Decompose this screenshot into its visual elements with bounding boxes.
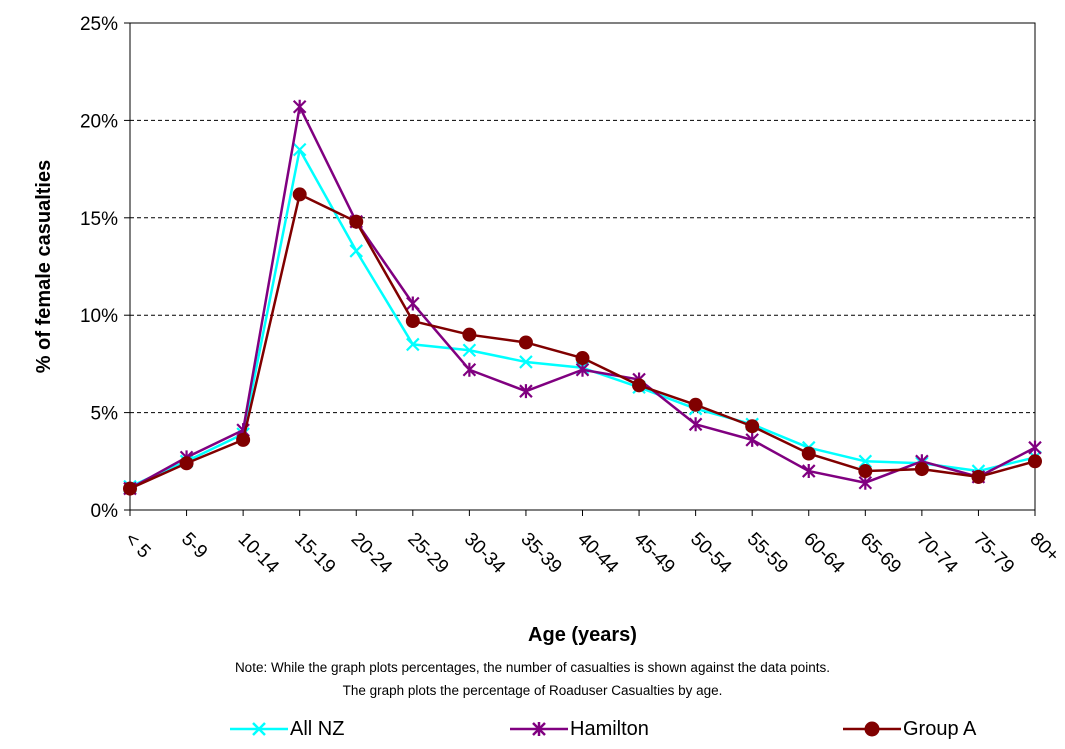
data-point-group-a [745, 419, 760, 434]
legend-label-hamilton: Hamilton [570, 717, 649, 740]
data-point-hamilton [292, 99, 307, 114]
x-tick-label: 10-14 [234, 529, 284, 579]
x-tick-label: 70-74 [912, 529, 962, 579]
data-point-all-nz [292, 142, 307, 157]
data-point-all-nz [462, 343, 477, 358]
data-point-group-a [349, 214, 364, 229]
data-point-group-a [123, 481, 137, 496]
x-tick-label: 15-19 [290, 529, 339, 578]
legend-marker-all-nz [230, 722, 288, 736]
x-tick-label: 20-24 [347, 529, 397, 579]
data-point-group-a [801, 446, 816, 461]
x-tick-label: 40-44 [573, 529, 623, 579]
x-tick-label: 55-59 [743, 529, 792, 578]
data-point-hamilton [688, 417, 703, 432]
legend-label-group-a: Group A [903, 717, 977, 740]
data-point-hamilton [519, 384, 533, 399]
series-line-hamilton [129, 105, 1036, 490]
data-point-group-a [179, 456, 194, 471]
data-point-group-a [632, 378, 647, 393]
data-point-hamilton [858, 475, 873, 490]
x-tick-label: 80+ [1025, 529, 1063, 567]
data-point-hamilton [1028, 440, 1042, 455]
data-point-hamilton [462, 362, 477, 377]
y-tick-label: 5% [91, 404, 119, 425]
data-point-hamilton [745, 432, 759, 447]
series-line-all-nz [129, 148, 1036, 488]
data-point-group-a [236, 432, 251, 447]
data-point-all-nz [349, 244, 364, 258]
data-point-group-a [914, 462, 929, 477]
data-point-hamilton [406, 296, 420, 311]
data-point-group-a [462, 327, 477, 342]
note-line-1: Note: While the graph plots percentages,… [234, 660, 831, 675]
x-tick-label: 35-39 [516, 529, 565, 578]
data-point-all-nz [519, 355, 533, 369]
data-point-group-a [518, 335, 533, 350]
y-tick-label: 0% [91, 501, 119, 522]
x-tick-label: 25-29 [403, 529, 452, 578]
plot-area [129, 22, 1036, 511]
y-axis-title: % of female casualties [33, 160, 55, 373]
x-axis-title: Age (years) [528, 624, 637, 646]
y-tick-label: 10% [80, 306, 118, 327]
y-tick-label: 25% [80, 14, 118, 35]
x-tick-label: 45-49 [630, 529, 679, 578]
data-point-group-a [1028, 454, 1042, 469]
data-point-group-a [688, 397, 703, 412]
legend-label-all-nz: All NZ [290, 717, 345, 740]
data-point-group-a [405, 314, 420, 329]
x-tick-label: 65-69 [856, 529, 905, 578]
legend-item-group-a: Group A [843, 714, 976, 744]
y-tick-label: 20% [80, 111, 118, 132]
x-tick-label: < 5 [120, 529, 154, 563]
x-tick-label: 30-34 [460, 529, 510, 579]
x-tick-label: 75-79 [969, 529, 1018, 578]
chart-svg: 0% 5% 10% 15% 20% 25% < 5 5-9 10-14 15-19 20-24 25-… [33, 14, 1063, 646]
data-point-group-a [858, 464, 873, 479]
note-line-2: The graph plots the percentage of Roadus… [342, 683, 723, 698]
legend-marker-group-a [843, 721, 901, 737]
data-point-group-a [971, 469, 986, 484]
data-point-hamilton [801, 464, 816, 479]
data-point-group-a [292, 187, 307, 202]
series-line-group-a [129, 193, 1036, 490]
x-tick-label: 50-54 [686, 529, 736, 579]
chart-legend: All NZ Hamilton Group A [0, 714, 1065, 744]
x-tick-label: 5-9 [177, 529, 211, 563]
legend-marker-hamilton [510, 722, 568, 736]
data-point-group-a [575, 351, 590, 366]
legend-item-all-nz: All NZ [230, 714, 344, 744]
data-point-hamilton [575, 362, 590, 377]
data-point-all-nz [406, 337, 420, 352]
y-tick-label: 15% [80, 209, 118, 230]
x-tick-label: 60-64 [799, 529, 849, 579]
legend-item-hamilton: Hamilton [510, 714, 649, 744]
